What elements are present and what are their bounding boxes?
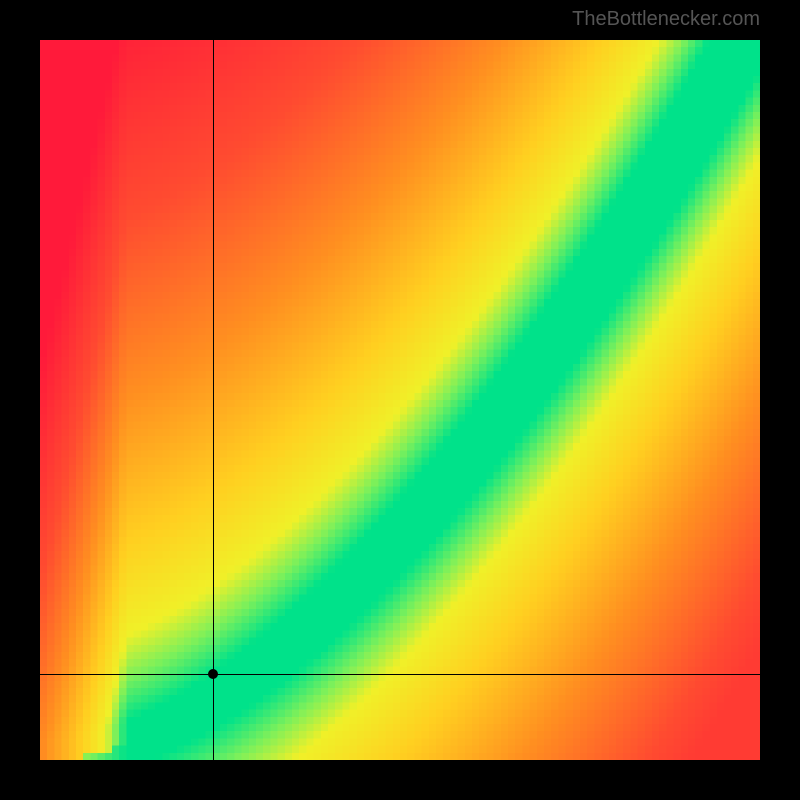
heatmap-canvas (40, 40, 760, 760)
crosshair-vertical (213, 40, 214, 760)
crosshair-horizontal (40, 674, 760, 675)
attribution-text: TheBottlenecker.com (572, 8, 760, 31)
crosshair-marker (208, 669, 218, 679)
heatmap-plot (40, 40, 760, 760)
